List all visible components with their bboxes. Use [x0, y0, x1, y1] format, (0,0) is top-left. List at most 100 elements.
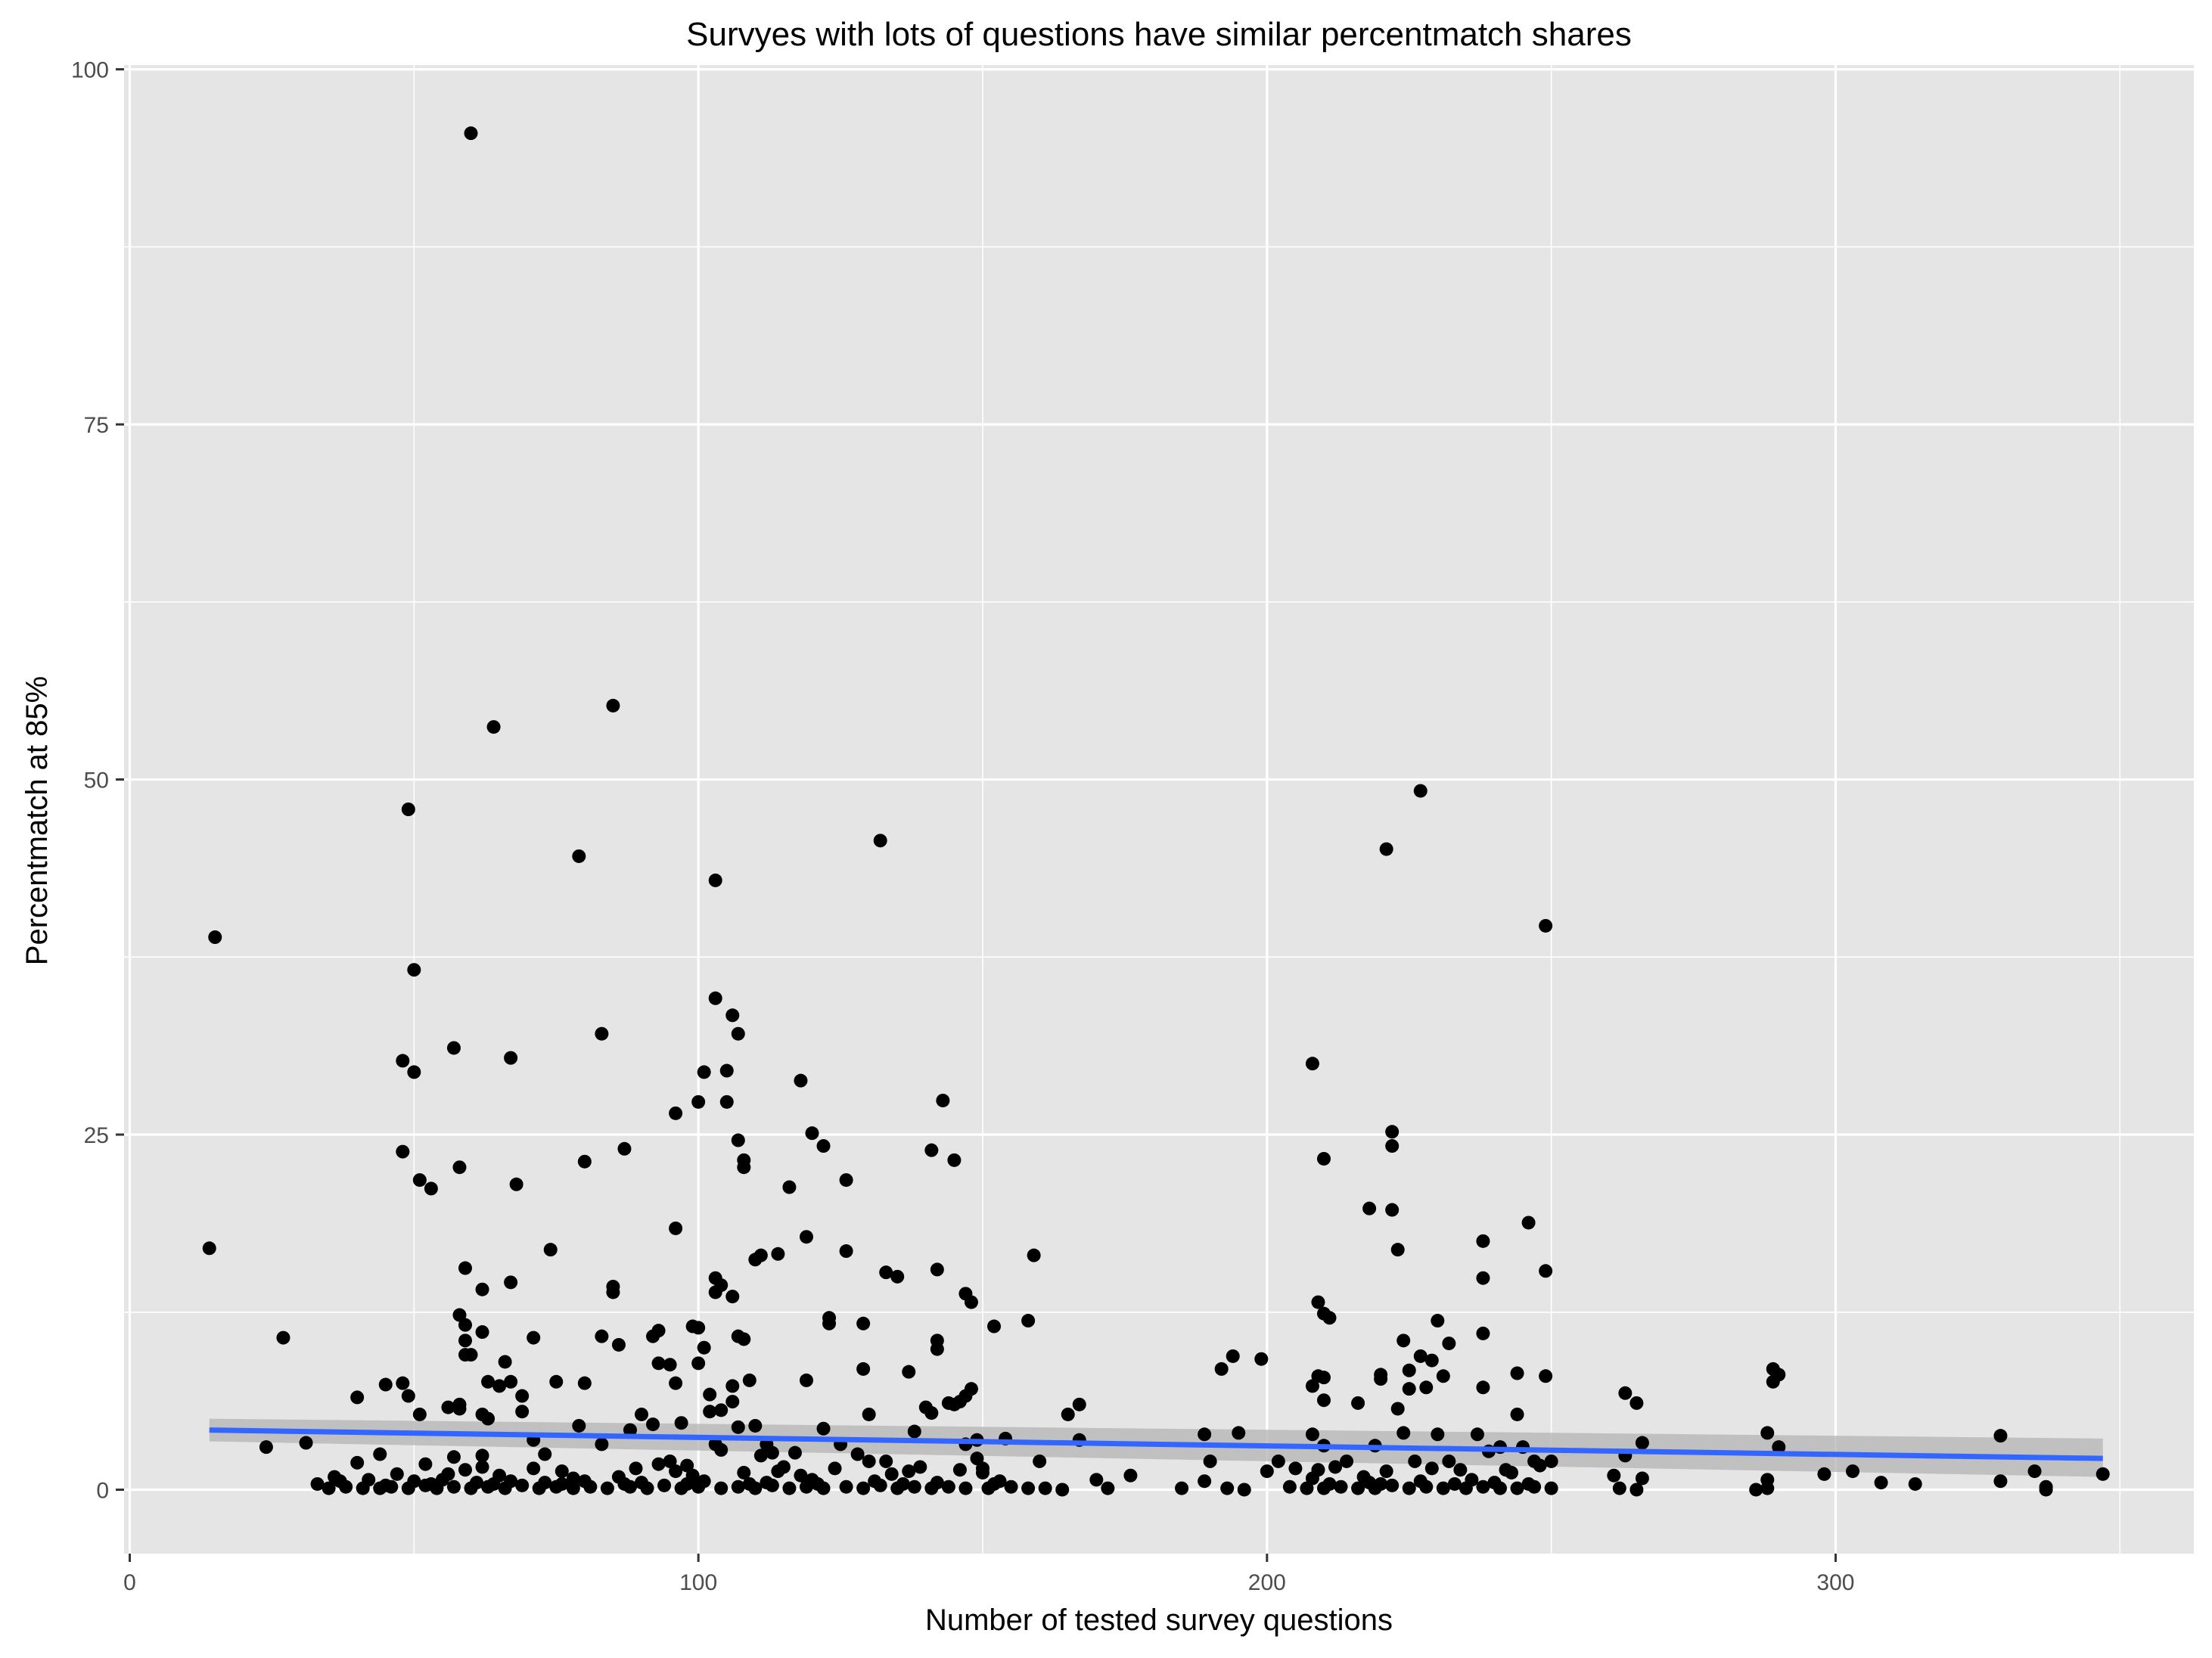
data-point [577, 1474, 592, 1489]
data-point [907, 1424, 921, 1439]
data-point [1089, 1473, 1104, 1487]
data-point [1476, 1479, 1490, 1494]
data-point [987, 1319, 1002, 1334]
data-point [902, 1365, 916, 1379]
data-point [794, 1468, 808, 1483]
data-point [1260, 1464, 1274, 1479]
data-point [828, 1461, 842, 1476]
data-point [629, 1461, 643, 1476]
data-point [577, 1154, 592, 1169]
data-point [924, 1143, 939, 1157]
data-point [475, 1460, 489, 1474]
data-point [424, 1476, 438, 1491]
data-point [1408, 1454, 1422, 1468]
data-point [765, 1445, 779, 1460]
data-point [952, 1463, 967, 1477]
data-point [850, 1447, 865, 1461]
data-point [1214, 1361, 1229, 1376]
data-point [1374, 1368, 1388, 1382]
data-point [504, 1374, 518, 1389]
data-point [373, 1447, 387, 1461]
data-point [538, 1447, 552, 1461]
data-point [322, 1481, 336, 1495]
data-point [1510, 1366, 1524, 1380]
data-point [1396, 1334, 1411, 1348]
data-point [396, 1054, 410, 1068]
confidence-band [209, 1418, 2103, 1477]
data-point [788, 1445, 802, 1460]
data-point [452, 1308, 467, 1322]
data-point [1874, 1476, 1888, 1490]
data-point [464, 126, 478, 141]
data-point [1431, 1427, 1445, 1442]
data-point [1311, 1295, 1325, 1309]
data-point [1760, 1426, 1775, 1440]
data-point [760, 1476, 774, 1490]
data-point [396, 1376, 410, 1390]
data-point [504, 1051, 518, 1065]
points-layer [202, 126, 2110, 1497]
data-point [1510, 1481, 1524, 1495]
data-point [617, 1141, 632, 1156]
data-point [799, 1373, 813, 1387]
data-point [418, 1457, 433, 1471]
data-point [771, 1247, 785, 1261]
data-point [566, 1481, 580, 1495]
data-point [1305, 1057, 1319, 1071]
data-point [606, 698, 620, 713]
data-point [731, 1479, 745, 1494]
data-point [1459, 1481, 1473, 1495]
data-point [731, 1420, 745, 1434]
data-point [481, 1411, 496, 1426]
data-point [884, 1467, 899, 1481]
data-point [651, 1457, 666, 1471]
data-point [1379, 842, 1393, 856]
data-point [515, 1405, 530, 1419]
data-point [697, 1065, 711, 1079]
data-point [543, 1243, 558, 1257]
data-point [378, 1377, 393, 1392]
data-point [1618, 1386, 1633, 1400]
data-point [646, 1417, 660, 1432]
data-point [1254, 1352, 1269, 1366]
data-point [725, 1008, 740, 1023]
data-point [697, 1474, 711, 1489]
data-point [555, 1464, 569, 1479]
chart-title: Survyes with lots of questions have simi… [686, 16, 1632, 53]
data-point [669, 1376, 683, 1390]
y-axis-label: Percentmatch at 85% [20, 676, 54, 965]
data-point [1772, 1440, 1786, 1455]
data-point [1340, 1454, 1354, 1468]
data-point [1499, 1463, 1513, 1477]
data-point [731, 1133, 745, 1147]
data-point [458, 1318, 472, 1332]
data-point [1300, 1481, 1314, 1495]
data-point [663, 1454, 677, 1468]
data-point [947, 1153, 962, 1167]
data-point [1232, 1426, 1246, 1440]
data-point [1334, 1479, 1348, 1494]
data-point [504, 1474, 518, 1489]
data-point [350, 1390, 365, 1405]
data-point [879, 1454, 893, 1468]
data-point [725, 1379, 740, 1393]
x-tick-label: 0 [123, 1570, 136, 1595]
data-point [742, 1373, 756, 1387]
data-point [259, 1440, 273, 1455]
data-point [1351, 1481, 1365, 1495]
data-point [839, 1479, 853, 1494]
data-point [464, 1348, 478, 1362]
data-point [446, 1479, 461, 1494]
data-point [1351, 1396, 1365, 1410]
data-point [1424, 1461, 1439, 1476]
data-point [1362, 1201, 1377, 1216]
data-point [896, 1476, 910, 1491]
data-point [1442, 1337, 1456, 1351]
data-point [617, 1476, 632, 1491]
data-point [1539, 1264, 1553, 1278]
data-point [1993, 1429, 2008, 1443]
data-point [1379, 1464, 1393, 1479]
data-point [538, 1476, 552, 1490]
data-point [1402, 1363, 1416, 1377]
data-point [555, 1476, 569, 1491]
